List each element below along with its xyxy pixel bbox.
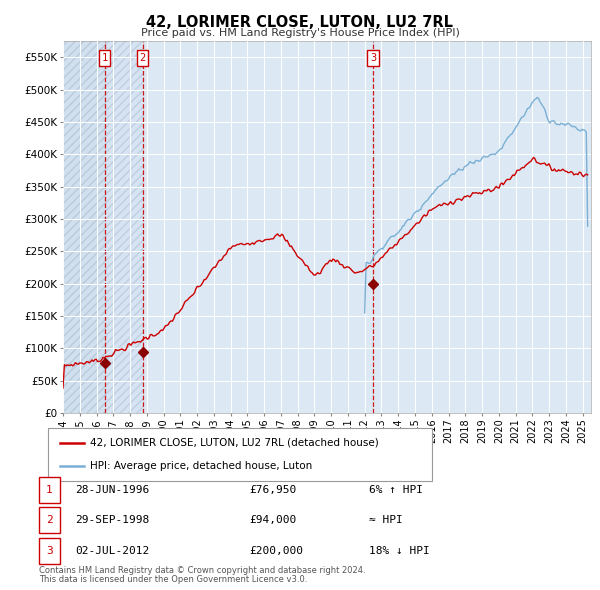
Text: Contains HM Land Registry data © Crown copyright and database right 2024.: Contains HM Land Registry data © Crown c…	[39, 566, 365, 575]
Text: 1: 1	[101, 53, 108, 63]
Text: 1: 1	[46, 485, 53, 494]
Text: 28-JUN-1996: 28-JUN-1996	[75, 485, 149, 494]
Bar	[105, 41, 143, 413]
Text: 6% ↑ HPI: 6% ↑ HPI	[369, 485, 423, 494]
Text: ≈ HPI: ≈ HPI	[369, 516, 403, 525]
Text: 42, LORIMER CLOSE, LUTON, LU2 7RL (detached house): 42, LORIMER CLOSE, LUTON, LU2 7RL (detac…	[90, 438, 379, 448]
Text: £94,000: £94,000	[249, 516, 296, 525]
Text: 2: 2	[46, 516, 53, 525]
Bar	[63, 41, 105, 413]
Bar	[105, 41, 143, 413]
Text: Price paid vs. HM Land Registry's House Price Index (HPI): Price paid vs. HM Land Registry's House …	[140, 28, 460, 38]
Text: HPI: Average price, detached house, Luton: HPI: Average price, detached house, Luto…	[90, 461, 312, 471]
Text: This data is licensed under the Open Government Licence v3.0.: This data is licensed under the Open Gov…	[39, 575, 307, 584]
Text: 18% ↓ HPI: 18% ↓ HPI	[369, 546, 430, 556]
Text: 29-SEP-1998: 29-SEP-1998	[75, 516, 149, 525]
Text: 3: 3	[46, 546, 53, 556]
Text: £76,950: £76,950	[249, 485, 296, 494]
Text: £200,000: £200,000	[249, 546, 303, 556]
Bar	[63, 41, 105, 413]
Text: 2: 2	[139, 53, 146, 63]
Text: 42, LORIMER CLOSE, LUTON, LU2 7RL: 42, LORIMER CLOSE, LUTON, LU2 7RL	[146, 15, 454, 30]
Text: 3: 3	[370, 53, 376, 63]
Text: 02-JUL-2012: 02-JUL-2012	[75, 546, 149, 556]
